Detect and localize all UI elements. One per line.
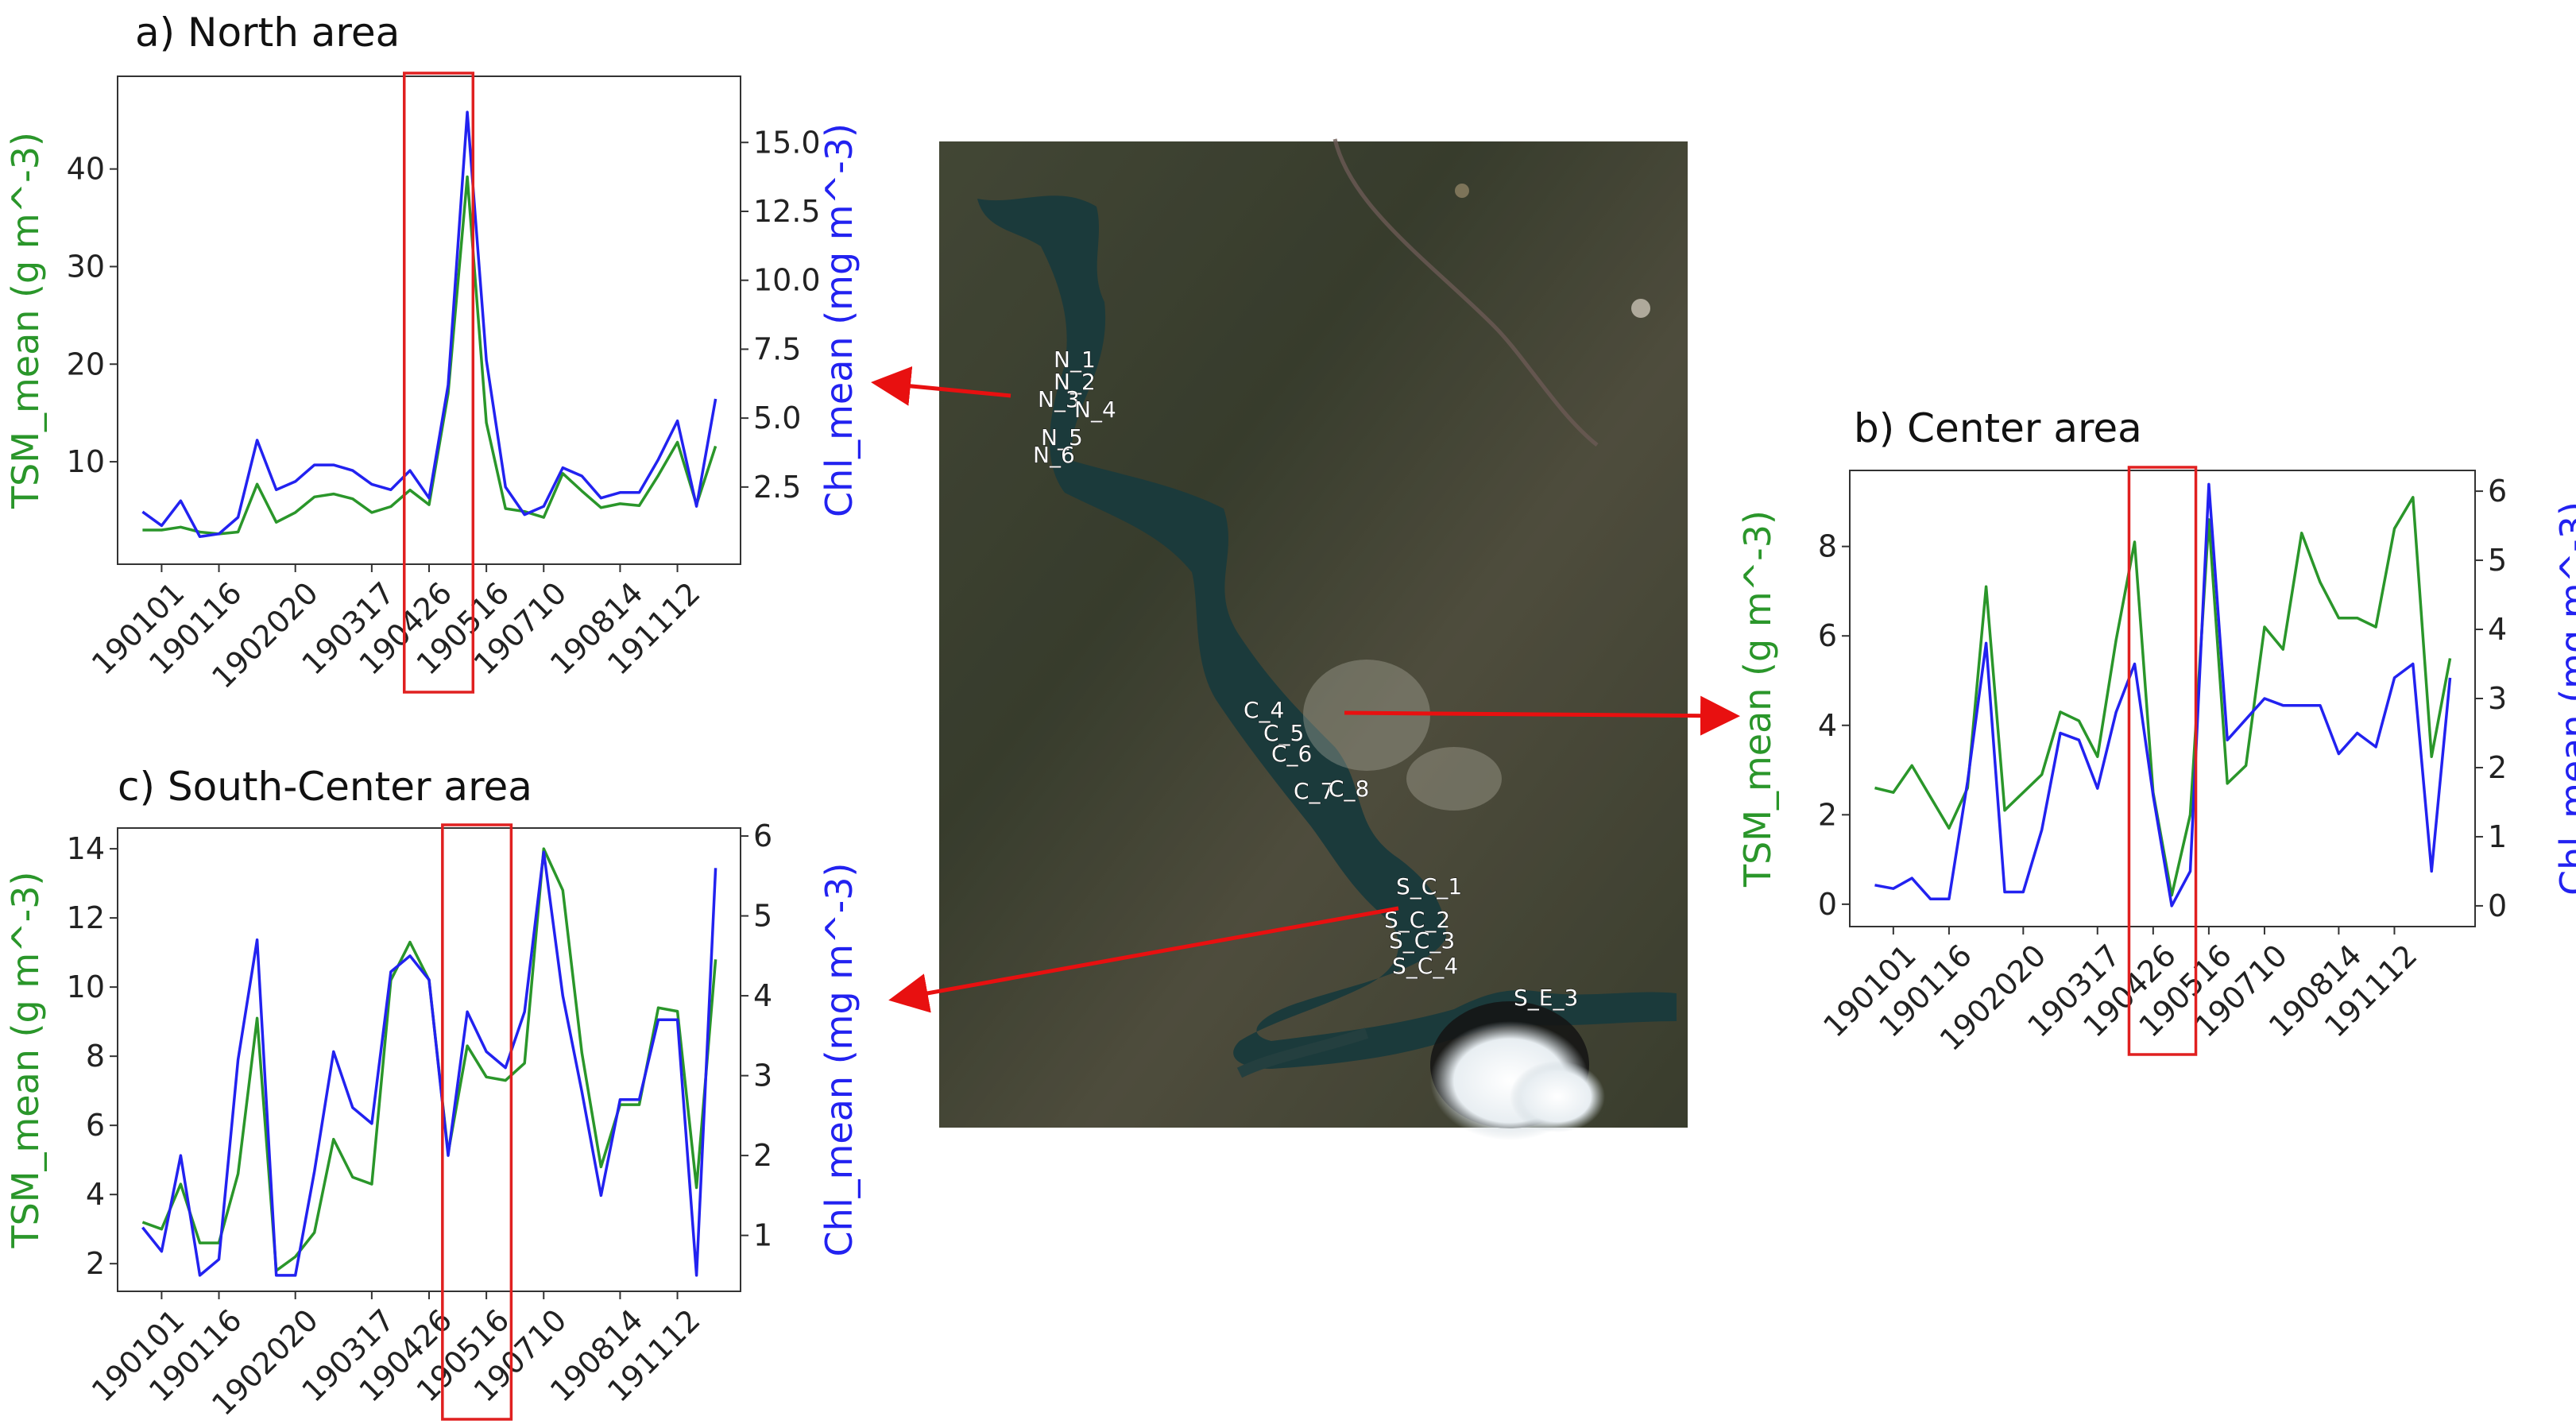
- y-right-tick-label: 3: [2488, 681, 2507, 716]
- y-left-tick-label: 20: [67, 346, 105, 381]
- y-right-axis-label: Chl_mean (mg m^-3): [818, 863, 861, 1257]
- series-line-chl-mean: [1874, 482, 2452, 907]
- y-right-tick-label: 6: [753, 818, 772, 853]
- satellite-map: N_1N_2N_3N_4N_5N_6 C_4C_5C_6 C_7C_8 S_C_1 S_…: [939, 138, 1688, 1140]
- station-label: N_3: [1038, 386, 1080, 412]
- arrow-south-center: [888, 906, 1399, 1013]
- station-label: S_C_4: [1392, 953, 1458, 979]
- series-line-tsm-mean: [1874, 496, 2452, 897]
- y-left-tick-label: 8: [1818, 529, 1837, 564]
- station-label: C_5: [1263, 720, 1304, 746]
- series-line-tsm-mean: [141, 847, 717, 1272]
- series-line-tsm-mean: [142, 175, 717, 536]
- y-left-tick-label: 30: [67, 249, 105, 284]
- y-left-tick-label: 4: [86, 1177, 105, 1212]
- y-right-tick-label: 7.5: [753, 331, 801, 366]
- y-right-tick-label: 4: [2488, 612, 2507, 647]
- y-right-tick-label: 2.5: [753, 470, 801, 505]
- y-left-tick-label: 40: [67, 152, 105, 187]
- y-right-tick-label: 2: [2488, 750, 2507, 785]
- station-label: C_4: [1244, 697, 1284, 723]
- station-label: S_C_3: [1389, 927, 1455, 954]
- y-left-tick-label: 2: [1818, 797, 1837, 832]
- y-left-tick-label: 2: [86, 1246, 105, 1281]
- y-right-axis-label: Chl_mean (mg m^-3): [818, 123, 861, 517]
- chart-title: b) Center area: [1854, 405, 2142, 451]
- y-right-tick-label: 1: [753, 1218, 772, 1253]
- station-label: C_6: [1271, 741, 1312, 767]
- highlight-box: [2127, 466, 2198, 1056]
- station-labels: N_1N_2N_3N_4N_5N_6 C_4C_5C_6 C_7C_8 S_C_1 S_…: [1033, 346, 1579, 1012]
- y-right-tick-label: 3: [753, 1058, 772, 1093]
- arrow-north: [871, 366, 1011, 406]
- chart-north-area: a) North area 10 20 30 40 2.5 5.0 7.5 10.0 12.5 15…: [4, 10, 861, 695]
- y-right-axis-label: Chl_mean (mg m^-3): [2552, 501, 2576, 896]
- y-left-tick-label: 8: [86, 1039, 105, 1074]
- chart-south-center-area: c) South-Center area24681012141234561901…: [4, 764, 861, 1422]
- y-right-tick-label: 6: [2488, 474, 2507, 509]
- station-label: N_5: [1041, 424, 1083, 451]
- y-right-tick-label: 2: [753, 1138, 772, 1173]
- y-right-tick-label: 1: [2488, 819, 2507, 854]
- y-right-tick-label: 5: [2488, 543, 2507, 578]
- y-right-tick-label: 0: [2488, 888, 2507, 923]
- y-right-tick-label: 5.0: [753, 401, 801, 435]
- station-label: C_8: [1329, 776, 1369, 802]
- y-left-tick-label: 6: [1818, 618, 1837, 653]
- y-left-tick-label: 4: [1818, 708, 1837, 743]
- chart-title: c) South-Center area: [118, 764, 532, 810]
- series-line-chl-mean: [141, 850, 717, 1277]
- y-left-axis-label: TSM_mean (g m^-3): [4, 132, 47, 509]
- y-right-tick-label: 5: [753, 899, 772, 934]
- chart-center-area: b) Center area02468012345619010119011619…: [1736, 405, 2576, 1058]
- y-left-tick-label: 10: [67, 444, 105, 479]
- y-right-tick-label: 4: [753, 978, 772, 1013]
- y-left-tick-label: 12: [67, 900, 105, 935]
- station-label: N_4: [1074, 397, 1116, 423]
- station-label: S_E_3: [1514, 985, 1578, 1011]
- highlight-box: [402, 72, 475, 694]
- y-left-tick-label: 10: [67, 969, 105, 1004]
- y-left-tick-label: 6: [86, 1108, 105, 1143]
- station-label: N_2: [1054, 369, 1096, 395]
- station-label: C_7: [1294, 778, 1334, 804]
- y-left-tick-label: 14: [67, 831, 105, 866]
- connector-arrows: [871, 366, 1740, 1013]
- chart-title: a) North area: [135, 10, 400, 56]
- y-left-axis-label: TSM_mean (g m^-3): [4, 872, 47, 1249]
- series-line-chl-mean: [141, 110, 717, 539]
- station-label: S_C_1: [1396, 873, 1462, 900]
- y-right-tick-label: 12.5: [753, 194, 821, 229]
- highlight-box: [441, 823, 513, 1421]
- y-right-tick-label: 10.0: [753, 263, 821, 298]
- station-label: N_6: [1033, 442, 1075, 468]
- y-left-axis-label: TSM_mean (g m^-3): [1736, 510, 1779, 888]
- y-right-tick-label: 15.0: [753, 125, 821, 160]
- station-label: N_1: [1054, 346, 1096, 373]
- y-left-tick-label: 0: [1818, 887, 1837, 922]
- arrow-center: [1344, 695, 1740, 736]
